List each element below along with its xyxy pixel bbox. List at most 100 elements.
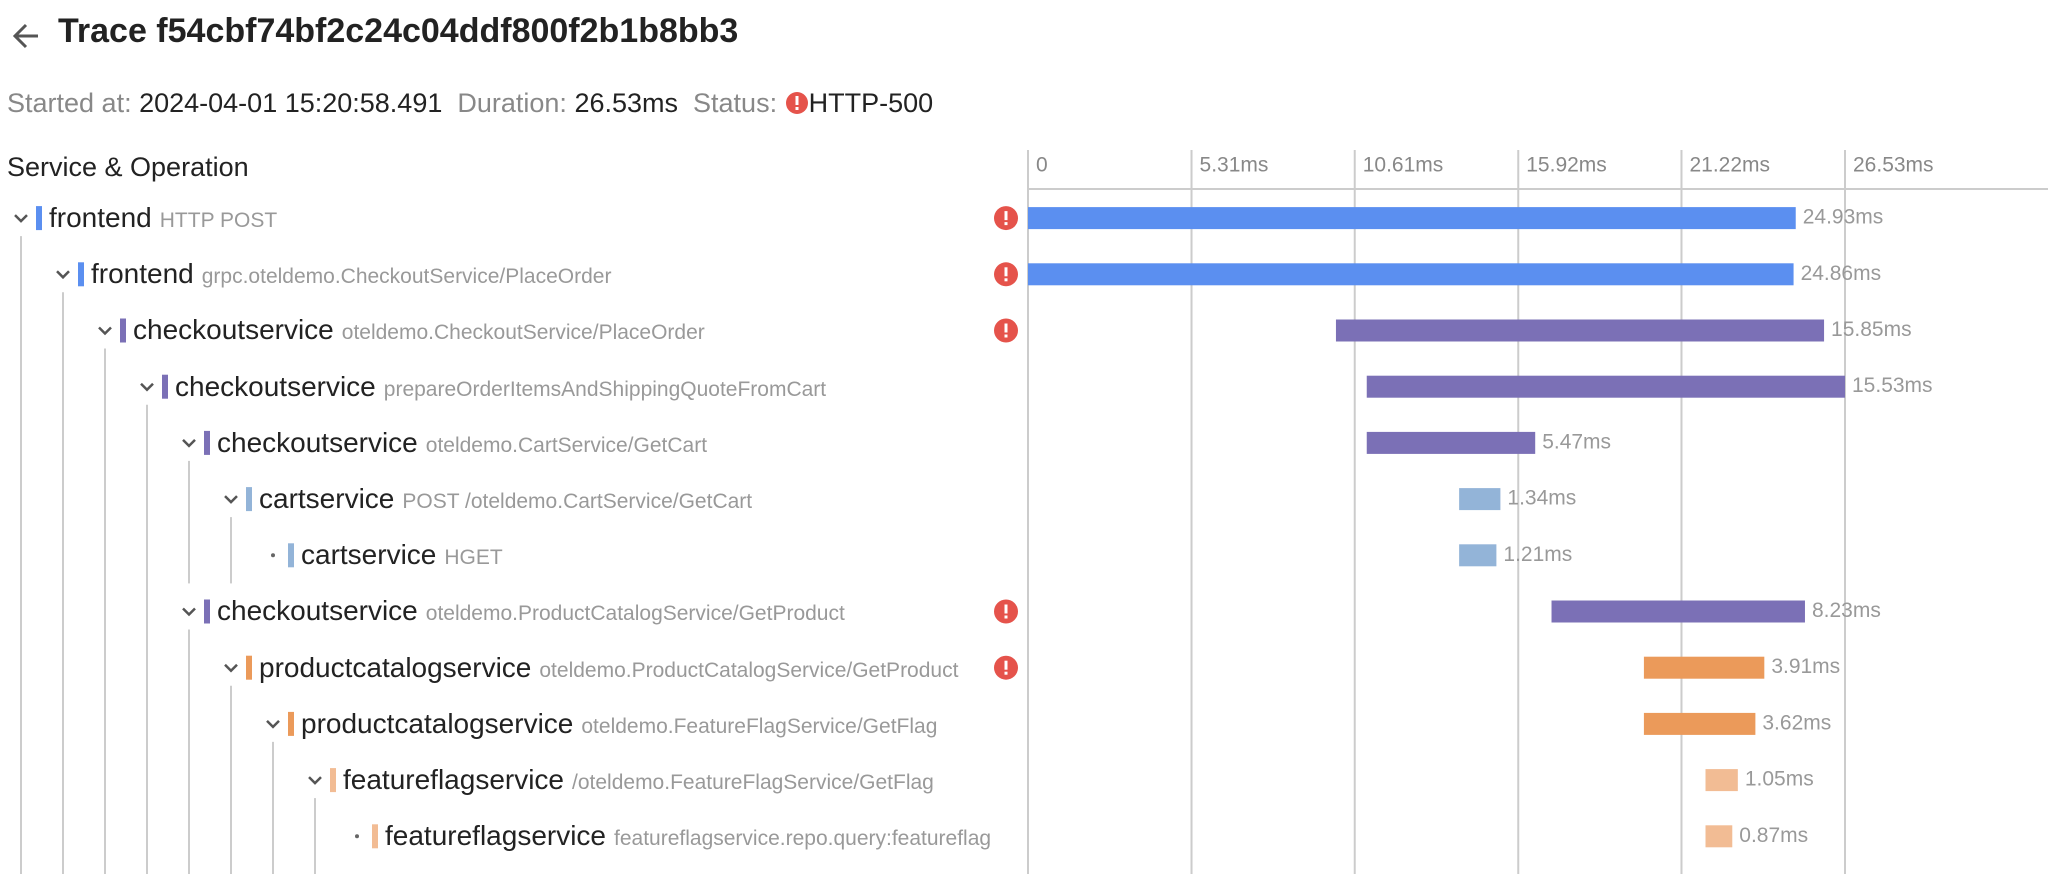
duration: 26.53ms	[574, 88, 679, 118]
error-icon	[785, 92, 808, 114]
expand-toggle[interactable]	[56, 270, 70, 280]
span-row[interactable]: productcatalogservice oteldemo.ProductCat…	[0, 640, 1028, 696]
operation-name: HTTP POST	[159, 209, 278, 232]
operation-name: oteldemo.ProductCatalogService/GetProduc…	[539, 658, 959, 682]
span-label: checkoutservice prepareOrderItemsAndShipp…	[175, 359, 1028, 415]
span-label: checkoutservice oteldemo.CartService/GetC…	[217, 415, 1028, 471]
expand-toggle[interactable]	[140, 382, 154, 392]
span-row[interactable]: featureflagservice featureflagservice.rep…	[0, 808, 1028, 864]
span-label: productcatalogservice oteldemo.FeatureFla…	[301, 696, 1028, 752]
service-marker	[246, 487, 252, 512]
span-bar	[1551, 600, 1805, 623]
service-marker	[288, 711, 294, 736]
leaf-dot	[271, 553, 275, 558]
trace-title: Trace f54cbf74bf2c24c04ddf800f2b1b8bb3	[58, 12, 739, 50]
service-name: productcatalogservice	[259, 651, 532, 683]
span-bar	[1705, 769, 1738, 792]
service-marker	[162, 374, 168, 399]
duration-label: 3.91ms	[1771, 655, 1840, 678]
service-name: featureflagservice	[343, 764, 565, 795]
span-row[interactable]: frontend grpc.oteldemo.CheckoutService/Pl…	[0, 246, 1028, 302]
service-marker	[330, 768, 336, 793]
expand-toggle[interactable]	[224, 663, 238, 673]
span-label: cartservice HGET	[301, 527, 1028, 583]
span-label: frontend HTTP POST	[49, 190, 1028, 246]
expand-toggle[interactable]	[182, 607, 196, 617]
span-label: productcatalogservice oteldemo.ProductCat…	[259, 640, 1028, 696]
service-marker	[288, 543, 294, 568]
back-button[interactable]	[8, 18, 44, 54]
span-bar	[1705, 825, 1733, 848]
span-row[interactable]: featureflagservice/oteldemo.FeatureFlagS…	[0, 752, 1028, 808]
leaf-dot	[355, 834, 359, 839]
span-label: cartservice POST /oteldemo.CartService/Ge…	[259, 471, 1028, 527]
tick-label: 26.53ms	[1853, 154, 1934, 177]
span-label: featureflagservice featureflagservice.rep…	[385, 808, 1028, 864]
operation-name: oteldemo.CartService/GetCart	[425, 433, 708, 457]
error-icon-mark	[1004, 278, 1008, 282]
service-name: checkoutservice	[217, 426, 418, 458]
error-icon-mark	[1004, 615, 1008, 619]
span-row[interactable]: cartservice POST /oteldemo.CartService/Ge…	[0, 471, 1028, 527]
expand-toggle[interactable]	[98, 326, 112, 336]
duration-label: 8.23ms	[1812, 599, 1881, 622]
duration-label: 24.93ms	[1803, 206, 1884, 229]
span-bar	[1366, 431, 1536, 454]
service-name: cartservice	[259, 483, 395, 514]
operation-name: featureflagservice.repo.query:featurefla…	[614, 827, 992, 851]
service-name: checkoutservice	[217, 595, 418, 627]
service-marker	[120, 318, 126, 343]
span-row[interactable]: checkoutservice prepareOrderItemsAndShipp…	[0, 359, 1028, 415]
error-icon-mark	[1004, 604, 1008, 614]
span-row[interactable]: checkoutservice oteldemo.CheckoutService/…	[0, 302, 1028, 358]
span-bar	[1643, 656, 1765, 679]
service-name: frontend	[49, 202, 152, 233]
error-icon-mark	[1004, 671, 1008, 675]
span-label: featureflagservice/oteldemo.FeatureFlagS…	[343, 752, 1028, 808]
span-row[interactable]: checkoutservice oteldemo.ProductCatalogSe…	[0, 583, 1028, 639]
span-bar	[1028, 263, 1794, 286]
error-icon-mark	[1004, 211, 1008, 221]
tick-label: 0	[1036, 154, 1048, 177]
service-marker	[204, 430, 210, 455]
operation-name: POST /oteldemo.CartService/GetCart	[402, 490, 753, 513]
service-marker	[204, 599, 210, 624]
duration-label: Duration:	[457, 88, 567, 118]
span-bar	[1459, 488, 1501, 511]
duration-label: 0.87ms	[1739, 824, 1808, 847]
span-bar	[1459, 544, 1497, 567]
service-marker	[36, 206, 42, 231]
status: HTTP-500	[808, 88, 934, 118]
service-name: cartservice	[301, 539, 437, 571]
expand-toggle[interactable]	[182, 439, 196, 448]
span-row[interactable]: cartservice HGET	[0, 527, 1028, 583]
duration-label: 15.85ms	[1831, 318, 1912, 341]
expand-toggle[interactable]	[224, 495, 238, 504]
span-label: frontend grpc.oteldemo.CheckoutService/Pl…	[91, 246, 1028, 302]
service-marker	[78, 262, 84, 287]
span-row[interactable]: frontend HTTP POST	[0, 190, 1028, 246]
service-marker	[246, 655, 252, 680]
span-bar	[1335, 319, 1825, 342]
span-label: checkoutservice oteldemo.CheckoutService/…	[133, 302, 1028, 358]
error-icon-mark	[1004, 334, 1008, 338]
column-header: Service & Operation	[7, 152, 249, 182]
service-name: checkoutservice	[175, 370, 376, 402]
span-bar	[1643, 712, 1756, 735]
operation-name: oteldemo.ProductCatalogService/GetProduc…	[425, 602, 845, 626]
span-row[interactable]: checkoutservice oteldemo.CartService/GetC…	[0, 415, 1028, 471]
error-icon-mark	[1004, 222, 1008, 226]
span-row[interactable]: productcatalogservice oteldemo.FeatureFla…	[0, 696, 1028, 752]
service-name: frontend	[91, 258, 194, 290]
operation-name: HGET	[444, 546, 503, 570]
span-label: checkoutservice oteldemo.ProductCatalogSe…	[217, 583, 1028, 639]
tick-label: 10.61ms	[1363, 154, 1444, 177]
error-icon-mark	[1004, 660, 1008, 670]
started-label: Started at:	[7, 88, 132, 118]
duration-label: 3.62ms	[1762, 711, 1831, 734]
expand-toggle[interactable]	[266, 720, 280, 729]
operation-name: prepareOrderItemsAndShippingQuoteFromCar…	[383, 377, 827, 401]
expand-toggle[interactable]	[14, 214, 28, 223]
expand-toggle[interactable]	[308, 776, 322, 785]
